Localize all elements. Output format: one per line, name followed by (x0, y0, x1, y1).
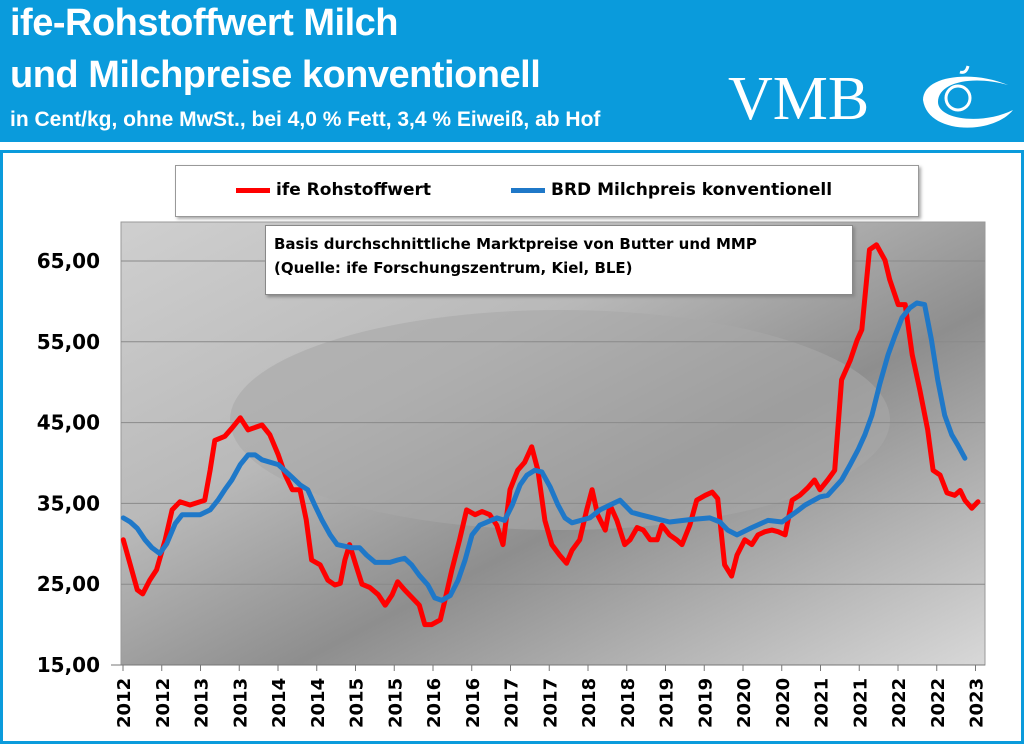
x-tick-label: 2012 (153, 678, 174, 728)
logo-swirl-icon (923, 65, 1013, 128)
logo-text: VMB (728, 65, 870, 133)
x-tick-label: 2013 (230, 678, 251, 728)
x-tick-label: 2013 (192, 678, 213, 728)
x-tick-label: 2020 (773, 678, 794, 728)
title-line-1: ife-Rohstoffwert Milch (10, 2, 398, 44)
legend-swatch-red (236, 187, 270, 193)
y-tick-label: 15,00 (37, 653, 100, 677)
subtitle: in Cent/kg, ohne MwSt., bei 4,0 % Fett, … (10, 108, 601, 131)
y-tick-label: 65,00 (37, 249, 100, 273)
legend-item-brd: BRD Milchpreis konventionell (511, 180, 832, 200)
x-tick-label: 2014 (269, 678, 290, 728)
x-tick-label: 2012 (114, 678, 135, 728)
legend-label: ife Rohstoffwert (276, 180, 431, 200)
x-tick-label: 2019 (695, 678, 716, 728)
x-tick-label: 2021 (812, 678, 833, 728)
x-tick-label: 2022 (928, 678, 949, 728)
series-line-brd-milchpreis (120, 300, 968, 603)
y-tick-label: 55,00 (37, 330, 100, 354)
x-tick-label: 2022 (889, 678, 910, 728)
y-tick-label: 45,00 (37, 411, 100, 435)
x-tick-label: 2017 (502, 678, 523, 728)
y-tick-label: 35,00 (37, 491, 100, 515)
vmb-logo: VMB (728, 60, 1024, 140)
header-banner: ife-Rohstoffwert Milch und Milchpreise k… (0, 0, 1024, 142)
plot-background-photo (230, 310, 890, 530)
legend-label: BRD Milchpreis konventionell (551, 180, 833, 200)
x-tick-label: 2015 (347, 678, 368, 728)
annotation-line-2: (Quelle: ife Forschungszentrum, Kiel, BL… (274, 259, 633, 277)
x-tick-label: 2021 (850, 678, 871, 728)
x-tick-label: 2018 (579, 678, 600, 728)
x-tick-label: 2016 (424, 678, 445, 728)
legend-swatch-blue (511, 187, 545, 193)
annotation-box: Basis durchschnittliche Marktpreise von … (265, 225, 853, 295)
x-tick-label: 2018 (618, 678, 639, 728)
title-line-2: und Milchpreise konventionell (10, 54, 541, 96)
y-tick-label: 25,00 (37, 572, 100, 596)
x-tick-label: 2019 (657, 678, 678, 728)
x-tick-label: 2016 (463, 678, 484, 728)
annotation-line-1: Basis durchschnittliche Marktpreise von … (274, 235, 757, 253)
legend: ife Rohstoffwert BRD Milchpreis konventi… (175, 165, 919, 217)
legend-item-ife: ife Rohstoffwert (236, 180, 431, 200)
x-tick-label: 2015 (385, 678, 406, 728)
series-line-ife-rohstoffwert (120, 242, 981, 628)
x-tick-label: 2017 (540, 678, 561, 728)
x-tick-label: 2014 (308, 678, 329, 728)
x-tick-label: 2020 (734, 678, 755, 728)
x-tick-label: 2023 (967, 678, 988, 728)
